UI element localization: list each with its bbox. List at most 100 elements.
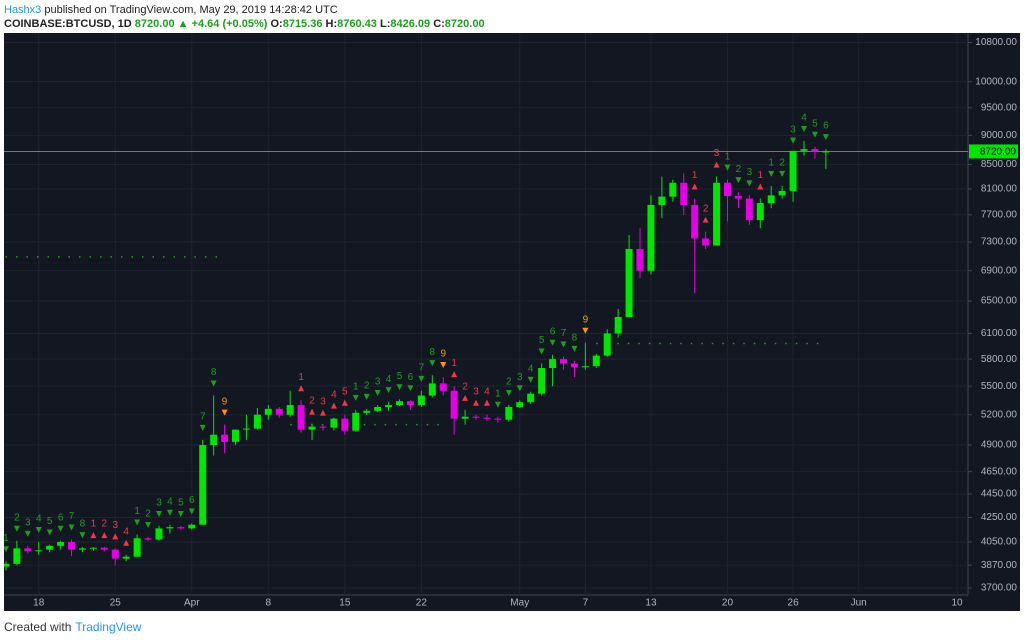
signal-count: 3	[714, 148, 720, 159]
signal-marker	[473, 399, 480, 406]
candle-body	[483, 417, 491, 419]
x-tick-label: 25	[110, 598, 122, 609]
signal-count: 2	[779, 158, 785, 169]
candle-body	[461, 416, 469, 419]
candle-body	[155, 528, 163, 540]
candle-body	[811, 149, 819, 152]
ohlc-value: 8715.36	[282, 18, 323, 30]
candle-body	[778, 190, 786, 196]
signal-marker	[790, 137, 797, 144]
signal-count: 7	[69, 511, 75, 522]
signal-count: 3	[375, 377, 381, 388]
y-tick-label: 5500.00	[981, 381, 1018, 392]
candle-body	[286, 405, 294, 415]
candle-body	[188, 524, 196, 529]
x-tick-label: Jun	[851, 598, 867, 609]
signal-marker	[582, 327, 589, 334]
signal-marker	[4, 546, 9, 553]
candle-body	[242, 428, 250, 430]
candle-body	[68, 542, 76, 550]
candle-body	[330, 418, 338, 428]
signal-marker	[757, 183, 764, 190]
candle-body	[559, 359, 567, 364]
signal-count: 1	[91, 519, 97, 530]
brand[interactable]: TradingView	[75, 620, 142, 634]
y-tick-label: 9500.00	[981, 102, 1018, 113]
signal-count: 1	[134, 506, 140, 517]
signal-marker	[35, 527, 42, 534]
signal-marker	[768, 170, 775, 177]
candle-body	[592, 355, 600, 367]
signal-marker	[155, 510, 162, 517]
y-tick-label: 5800.00	[981, 354, 1018, 365]
signal-count: 4	[528, 363, 534, 374]
x-tick-label: 10	[952, 598, 964, 609]
candle-body	[658, 196, 666, 205]
signal-count: 6	[550, 326, 556, 337]
signal-marker	[330, 402, 337, 409]
footer: Created with TradingView	[4, 620, 141, 634]
candle-body	[713, 182, 721, 246]
signal-count: 3	[517, 372, 523, 383]
signal-count: 7	[419, 362, 425, 373]
candle-body	[221, 434, 229, 442]
signal-marker	[13, 525, 20, 532]
y-tick-label: 4050.00	[981, 537, 1018, 548]
author[interactable]: Hashx3	[4, 4, 42, 16]
signal-count: 2	[14, 512, 20, 523]
signal-marker	[188, 508, 195, 515]
candle-body	[505, 406, 513, 420]
candle-body	[745, 198, 753, 221]
candle-body	[549, 359, 557, 368]
x-tick-label: 7	[583, 598, 589, 609]
signal-count: 3	[790, 124, 796, 135]
ohlc-value: 8426.09	[390, 18, 431, 30]
x-tick-label: 13	[645, 598, 657, 609]
candle-body	[538, 367, 546, 394]
last-price-box	[969, 144, 1018, 159]
signal-marker	[779, 170, 786, 177]
signal-marker	[352, 394, 359, 401]
y-tick-label: 6500.00	[981, 296, 1018, 307]
footer-text: Created with	[4, 620, 72, 634]
signal-count: 9	[440, 349, 446, 360]
signal-marker	[90, 532, 97, 539]
signal-count: 4	[801, 113, 807, 124]
signal-marker	[713, 161, 720, 168]
signal-marker	[396, 384, 403, 391]
signal-marker	[57, 525, 64, 532]
signal-marker	[691, 183, 698, 190]
signal-count: 2	[102, 519, 108, 530]
candle-body	[702, 238, 710, 246]
ohlc-value: 8720.00	[444, 18, 485, 30]
candle-body	[352, 412, 360, 431]
signal-count: 5	[397, 371, 403, 382]
candle-body	[669, 182, 677, 197]
candle-body	[680, 182, 688, 205]
y-tick-label: 4650.00	[981, 466, 1018, 477]
candle-body	[4, 563, 10, 567]
signal-marker	[210, 380, 217, 387]
signal-count: 4	[123, 526, 129, 537]
change: ▲ +4.64 (+0.05%)	[177, 18, 268, 30]
y-tick-label: 6900.00	[981, 265, 1018, 276]
signal-count: 9	[583, 314, 589, 325]
candle-body	[691, 204, 699, 239]
header-line: COINBASE:BTCUSD, 1D 8720.00 ▲ +4.64 (+0.…	[4, 17, 485, 31]
candle-body	[133, 538, 141, 557]
signal-count: 1	[692, 170, 698, 181]
candle-body	[210, 434, 218, 446]
candle-body	[614, 317, 622, 334]
candle-body	[100, 547, 108, 550]
signal-count: 4	[36, 514, 42, 525]
signal-marker	[505, 390, 512, 397]
signal-count: 8	[211, 367, 217, 378]
signal-count: 5	[812, 118, 818, 129]
signal-marker	[134, 519, 141, 526]
signal-marker	[571, 345, 578, 352]
candle-body	[24, 548, 32, 551]
signal-count: 3	[320, 396, 326, 407]
signal-marker	[374, 390, 381, 397]
candle-body	[46, 545, 54, 550]
